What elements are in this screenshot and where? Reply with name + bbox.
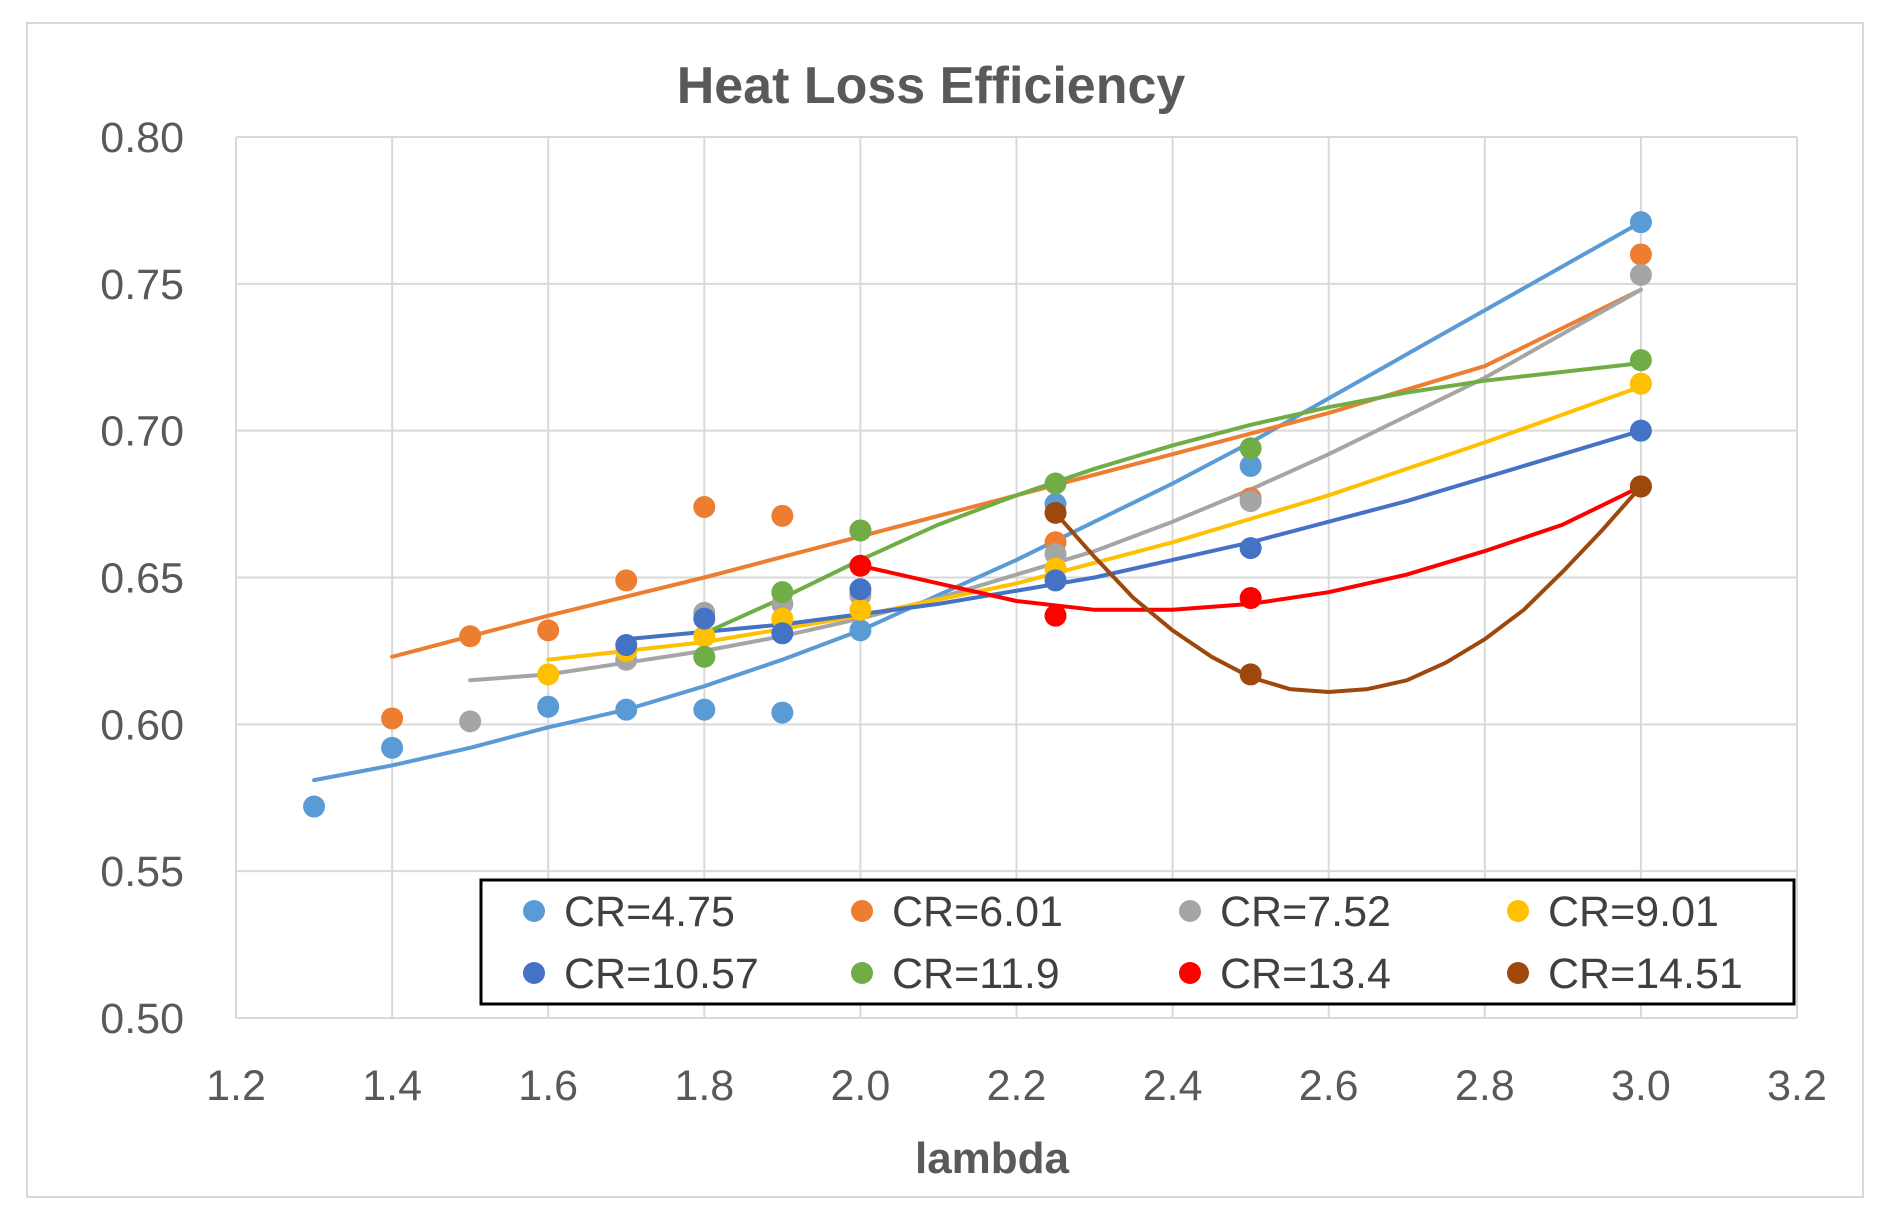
legend-box — [479, 878, 1796, 1006]
legend-label-cr-6-01: CR=6.01 — [892, 888, 1063, 936]
point-cr-14-51 — [1044, 501, 1067, 524]
y-tick-label: 0.75 — [100, 261, 184, 309]
trendline-cr-10-57 — [624, 428, 1643, 642]
point-cr-4-75 — [1239, 454, 1262, 477]
point-cr-14-51 — [1629, 475, 1652, 498]
x-tick-label: 3.2 — [1767, 1062, 1827, 1110]
trendline-cr-14-51 — [1053, 484, 1643, 694]
point-cr-7-52 — [1629, 264, 1652, 287]
point-cr-13-4 — [1044, 604, 1067, 627]
point-cr-11-9 — [849, 519, 872, 542]
point-cr-10-57 — [771, 622, 794, 645]
x-tick-label: 2.4 — [1143, 1062, 1203, 1110]
x-tick-label: 2.0 — [831, 1062, 891, 1110]
point-cr-4-75 — [693, 698, 716, 721]
x-axis-ticks: 1.2 1.4 1.6 1.8 2.0 2.2 2.4 2.6 2.8 3.0 3.2 — [206, 1062, 1827, 1110]
point-cr-10-57 — [615, 634, 638, 657]
legend-label-cr-14-51: CR=14.51 — [1548, 950, 1743, 998]
point-cr-6-01 — [693, 496, 716, 519]
legend-marker-cr-11-9 — [851, 962, 873, 984]
x-tick-label: 1.6 — [518, 1062, 578, 1110]
point-cr-10-57 — [849, 578, 872, 601]
legend: CR=4.75 CR=6.01 CR=7.52 CR=9.01 CR=10.57 CR=1… — [479, 878, 1796, 1006]
legend-label-cr-11-9: CR=11.9 — [892, 950, 1060, 998]
legend-label-cr-9-01: CR=9.01 — [1548, 888, 1719, 936]
point-cr-6-01 — [771, 504, 794, 527]
point-cr-10-57 — [1044, 569, 1067, 592]
legend-label-cr-13-4: CR=13.4 — [1220, 950, 1391, 998]
legend-label-cr-10-57: CR=10.57 — [564, 950, 759, 998]
y-tick-label: 0.55 — [100, 848, 184, 896]
legend-marker-cr-4-75 — [523, 900, 545, 922]
point-cr-4-75 — [615, 698, 638, 721]
y-axis-ticks: 0.50 0.55 0.60 0.65 0.70 0.75 0.80 — [100, 114, 184, 1043]
y-tick-label: 0.80 — [100, 114, 184, 162]
x-tick-label: 3.0 — [1611, 1062, 1671, 1110]
point-cr-13-4 — [1239, 587, 1262, 610]
legend-marker-cr-10-57 — [523, 962, 545, 984]
point-cr-4-75 — [849, 619, 872, 642]
legend-marker-cr-6-01 — [851, 900, 873, 922]
chart-title: Heat Loss Efficiency — [677, 57, 1186, 115]
point-cr-6-01 — [381, 707, 404, 730]
point-cr-6-01 — [615, 569, 638, 592]
point-cr-11-9 — [771, 581, 794, 604]
point-cr-13-4 — [849, 554, 872, 577]
point-cr-4-75 — [1629, 211, 1652, 234]
trendlines — [312, 220, 1643, 783]
point-cr-10-57 — [1629, 419, 1652, 442]
y-tick-label: 0.65 — [100, 555, 184, 603]
point-cr-4-75 — [381, 736, 404, 759]
point-cr-7-52 — [1239, 490, 1262, 513]
x-tick-label: 2.6 — [1299, 1062, 1359, 1110]
legend-marker-cr-14-51 — [1507, 962, 1529, 984]
point-cr-4-75 — [537, 695, 560, 718]
point-cr-10-57 — [693, 607, 716, 630]
legend-marker-cr-7-52 — [1179, 900, 1201, 922]
point-cr-9-01 — [537, 663, 560, 686]
point-cr-11-9 — [1629, 349, 1652, 372]
point-cr-9-01 — [693, 625, 716, 648]
legend-label-cr-7-52: CR=7.52 — [1220, 888, 1391, 936]
legend-marker-cr-9-01 — [1507, 900, 1529, 922]
point-cr-9-01 — [1629, 372, 1652, 395]
point-cr-4-75 — [303, 795, 326, 818]
point-cr-6-01 — [459, 625, 482, 648]
y-tick-label: 0.60 — [100, 701, 184, 749]
x-tick-label: 2.8 — [1455, 1062, 1515, 1110]
x-tick-label: 1.2 — [206, 1062, 266, 1110]
point-cr-4-75 — [771, 701, 794, 724]
x-tick-label: 1.8 — [674, 1062, 734, 1110]
point-cr-11-9 — [1239, 437, 1262, 460]
point-cr-10-57 — [1239, 537, 1262, 560]
x-tick-label: 2.2 — [987, 1062, 1047, 1110]
point-cr-11-9 — [1044, 472, 1067, 495]
legend-label-cr-4-75: CR=4.75 — [564, 888, 735, 936]
point-cr-14-51 — [1239, 663, 1262, 686]
legend-marker-cr-13-4 — [1179, 962, 1201, 984]
y-tick-label: 0.50 — [100, 995, 184, 1043]
point-cr-7-52 — [459, 710, 482, 733]
point-cr-9-01 — [849, 598, 872, 621]
trendline-cr-9-01 — [546, 384, 1643, 662]
data-points — [303, 211, 1652, 818]
point-cr-11-9 — [693, 645, 716, 668]
trendline-cr-4-75 — [312, 220, 1643, 783]
x-axis-label: lambda — [915, 1134, 1070, 1183]
point-cr-6-01 — [537, 619, 560, 642]
x-tick-label: 1.4 — [362, 1062, 422, 1110]
point-cr-6-01 — [1629, 243, 1652, 266]
y-tick-label: 0.70 — [100, 408, 184, 456]
